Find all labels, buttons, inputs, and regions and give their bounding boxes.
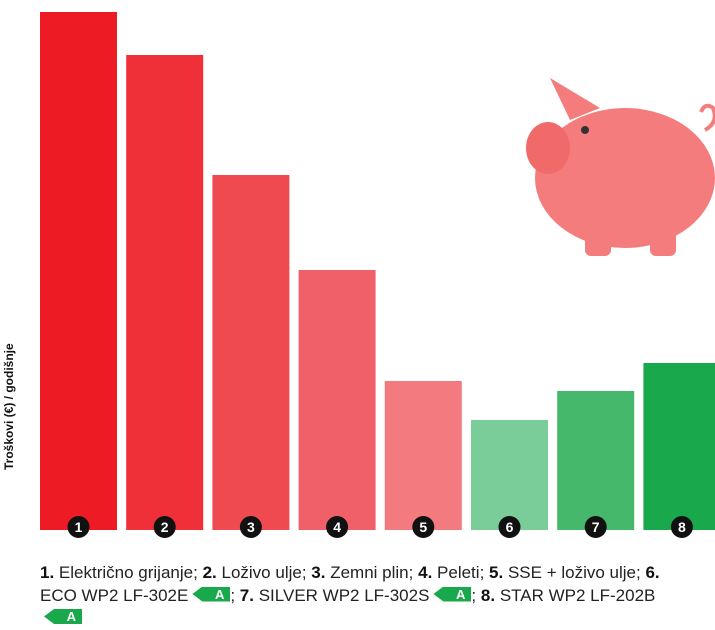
y-axis-label: Troškovi (€) / godišnje — [2, 343, 16, 470]
legend-name: STAR WP2 LF-202B — [500, 586, 656, 605]
x-tick-label: 4 — [333, 519, 341, 535]
bar — [471, 420, 548, 530]
legend-number: 6. — [645, 563, 659, 582]
piggy-bank-illustration — [526, 78, 715, 256]
legend-number: 7. — [240, 586, 254, 605]
legend-separator: ; — [480, 563, 485, 582]
legend-number: 1. — [40, 563, 54, 582]
bar — [643, 363, 715, 530]
legend-separator: ; — [471, 586, 476, 605]
legend-number: 8. — [481, 586, 495, 605]
legend-number: 4. — [418, 563, 432, 582]
bar — [126, 55, 203, 530]
x-tick-label: 1 — [75, 519, 83, 535]
legend-separator: ; — [230, 586, 235, 605]
x-tick-label: 6 — [506, 519, 514, 535]
bar — [385, 381, 462, 530]
bar — [40, 12, 117, 530]
energy-class-badge: A — [44, 609, 82, 624]
legend-separator: ; — [193, 563, 198, 582]
bar — [557, 391, 634, 530]
legend-separator: ; — [636, 563, 641, 582]
legend-separator: ; — [302, 563, 307, 582]
chart: 1 2 3 4 5 6 7 8 — [0, 0, 715, 560]
x-tick-label: 2 — [161, 519, 169, 535]
legend-number: 3. — [311, 563, 325, 582]
energy-class-badge: A — [433, 587, 471, 602]
legend-separator: ; — [409, 563, 414, 582]
legend-name: Električno grijanje — [59, 563, 193, 582]
energy-class-badge: A — [192, 587, 230, 602]
legend: 1. Električno grijanje; 2. Loživo ulje; … — [40, 562, 680, 630]
legend-name: Loživo ulje — [222, 563, 302, 582]
bar — [212, 175, 289, 530]
legend-name: SILVER WP2 LF-302S — [259, 586, 430, 605]
legend-name: SSE + loživo ulje — [508, 563, 636, 582]
bar — [299, 270, 376, 530]
x-tick-label: 5 — [419, 519, 427, 535]
x-tick-label: 3 — [247, 519, 255, 535]
legend-name: ECO WP2 LF-302E — [40, 586, 188, 605]
legend-name: Zemni plin — [330, 563, 408, 582]
legend-name: Peleti — [437, 563, 480, 582]
x-tick-label: 8 — [678, 519, 686, 535]
page: {"chart_data": {"type": "bar", "y_label"… — [0, 0, 715, 629]
legend-number: 5. — [489, 563, 503, 582]
legend-number: 2. — [203, 563, 217, 582]
x-tick-label: 7 — [592, 519, 600, 535]
